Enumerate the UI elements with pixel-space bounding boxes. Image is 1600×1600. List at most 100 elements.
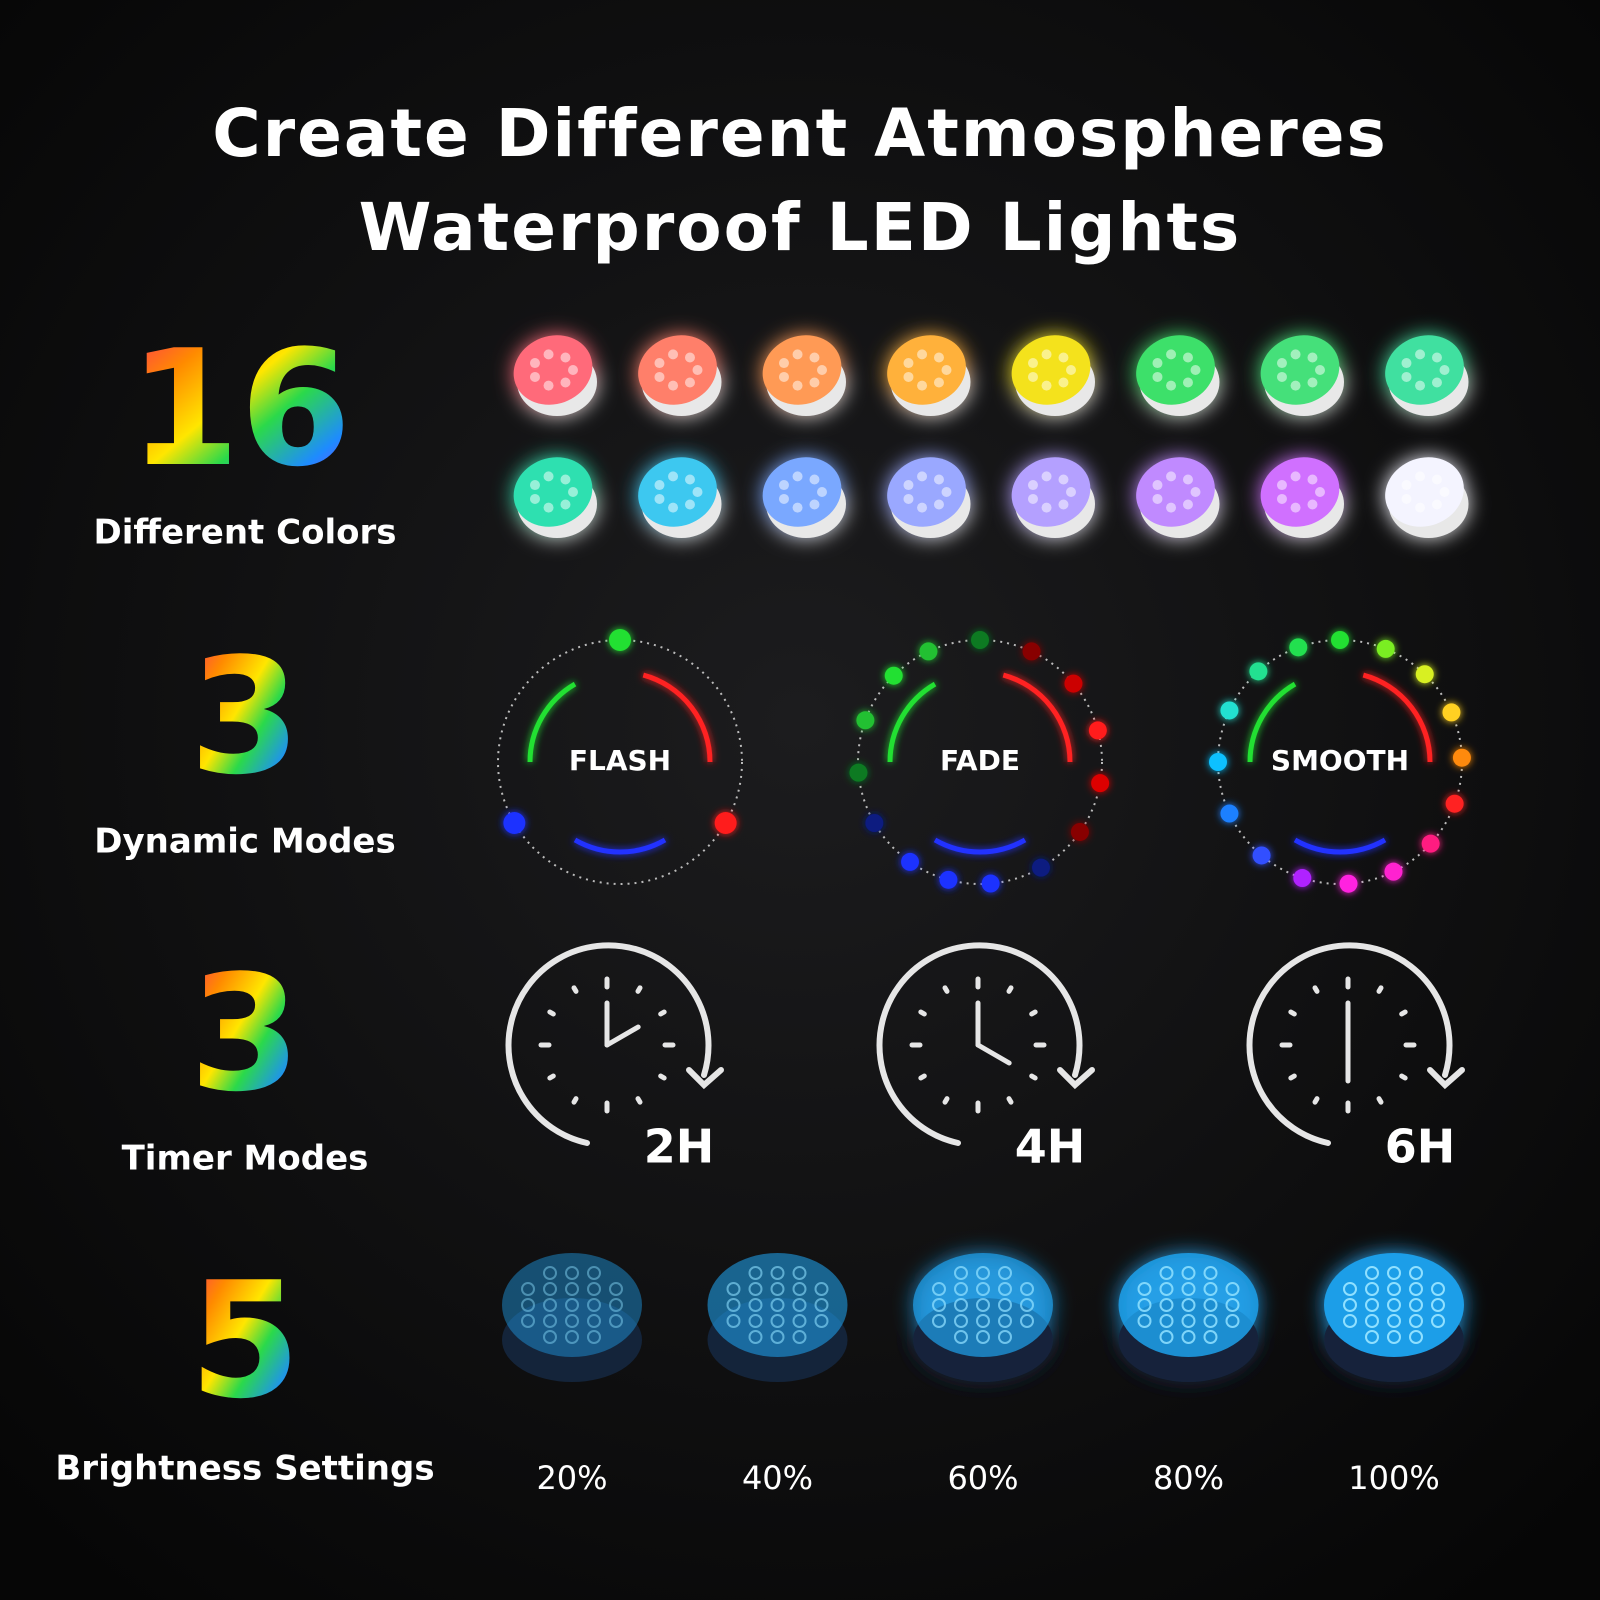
led-chip [1431,474,1442,485]
mode-label: FADE [940,744,1020,777]
puck-chip [1343,1314,1357,1328]
led-chip [568,365,578,375]
led-chip [1058,499,1069,510]
mode-arrow [887,681,937,763]
led-chip [1027,358,1038,369]
mode-dot [849,763,868,782]
brightness-label: 60% [947,1459,1018,1497]
led-chip [1290,471,1301,482]
led-chip [684,499,695,510]
brightness-light [707,1253,848,1382]
brightness-label: 40% [742,1459,813,1497]
led-chip [1152,371,1163,382]
section-label: Timer Modes [122,1139,369,1179]
mode-dot [856,711,875,730]
mode-dot [971,631,989,649]
section-label: Different Colors [94,513,397,553]
led-chip [1307,377,1318,388]
led-chip [1431,499,1442,510]
led-chip [778,493,789,504]
puck-chip [1137,1298,1152,1312]
led-chip [809,499,820,510]
led-chip [692,487,703,497]
clock-tick [635,985,643,994]
clock-tick [1312,985,1320,994]
led-chip [654,480,665,491]
puck-chip [748,1282,763,1296]
puck-chip [770,1298,785,1312]
puck-chip [954,1314,968,1328]
led-chip [1166,502,1177,513]
timer-label: 4H [1015,1120,1086,1174]
clock-tick [571,1096,579,1105]
brightness-label: 80% [1153,1459,1224,1497]
mode-dot [1384,862,1403,881]
puck-chip [1225,1282,1240,1296]
puck-chip [565,1330,579,1344]
led-chip [1276,371,1287,382]
led-lens [1385,335,1464,405]
puck-chip [521,1314,535,1328]
mode-dot [1088,721,1107,740]
led-chip [560,377,571,388]
led-chip [1166,471,1177,482]
led-lens [887,457,966,527]
puck-chip [998,1282,1012,1296]
led-chip [1307,474,1318,485]
puck-chip [565,1314,579,1328]
led-lens [513,335,593,405]
clock-arrowhead [1427,1067,1465,1090]
led-lens [1136,335,1215,405]
led-chip [792,380,803,391]
led-chip [529,480,540,491]
mode-dot [939,870,958,889]
led-chip [1182,499,1193,510]
clock-tick [918,1073,927,1081]
puck-chip [1409,1282,1423,1296]
puck-chip [770,1314,785,1328]
puck-chip [609,1314,623,1328]
led-chip [529,371,540,382]
mode-dot [981,874,1000,893]
puck-chip [1181,1266,1196,1280]
led-light [1260,457,1344,538]
led-lens [1011,335,1091,405]
led-chip [1166,349,1177,360]
led-chip [792,349,803,360]
puck-chip [1137,1282,1152,1296]
brightness-label: 100% [1348,1459,1439,1497]
led-chip [778,371,789,382]
led-chip [1401,480,1412,491]
puck-chip [1387,1330,1401,1344]
puck-chip [792,1298,807,1312]
led-chip [654,371,665,382]
led-chip [1027,371,1038,382]
led-light [762,335,846,416]
puck-chip [1431,1282,1445,1296]
brightness-light [502,1253,642,1382]
puck-chip [1020,1298,1034,1312]
puck-chip [587,1282,601,1296]
puck-chip [770,1282,785,1296]
clock-tick [547,1009,556,1017]
led-chip [543,502,554,513]
clock-tick [1029,1073,1038,1081]
led-chip [1041,471,1052,482]
led-chip [543,380,554,391]
led-chip [1315,487,1325,497]
led-light [513,457,597,538]
puck-chip [976,1330,990,1344]
led-chip [903,358,914,369]
puck-chip [998,1314,1012,1328]
puck-chip [726,1314,741,1328]
led-chip [1315,365,1325,375]
puck-chip [748,1330,763,1344]
led-chip [529,493,540,504]
led-chip [1182,377,1193,388]
clock-tick [1006,985,1014,994]
led-light [638,335,722,416]
mode-arrow [527,681,577,763]
led-chip [560,352,571,363]
led-chip [1066,487,1076,497]
